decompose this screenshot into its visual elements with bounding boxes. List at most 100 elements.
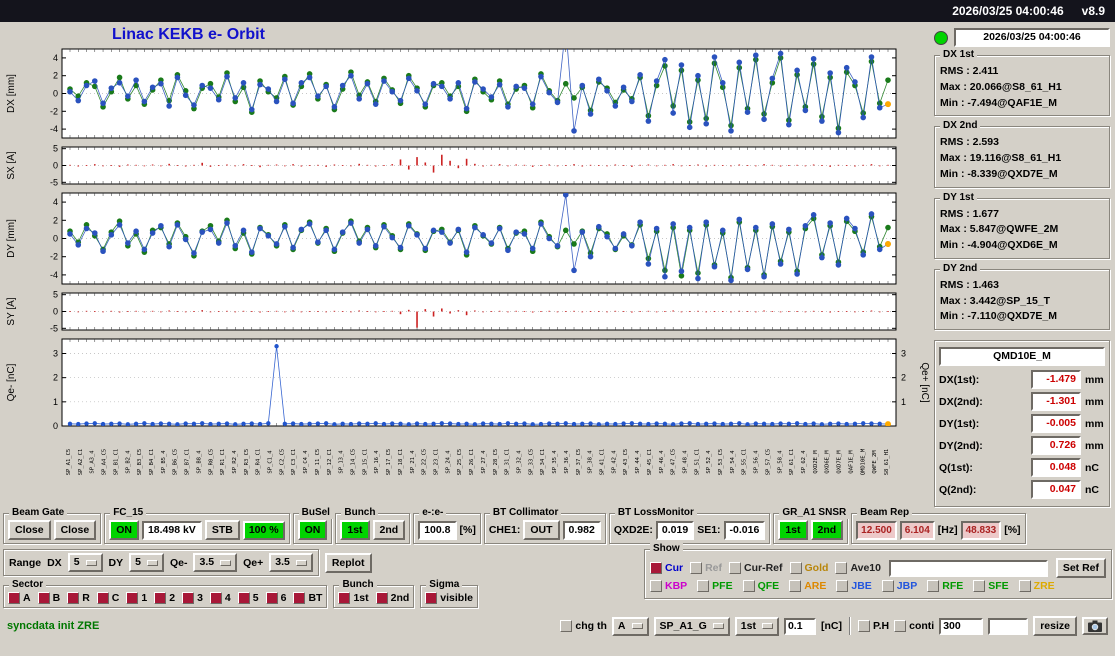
svg-text:SP_51_C1: SP_51_C1 xyxy=(694,449,700,476)
checkbox[interactable] xyxy=(210,592,222,604)
ph-checkbox[interactable]: P.H xyxy=(858,620,889,632)
range-dx-select[interactable]: 5 xyxy=(68,553,103,572)
set-ref-button[interactable]: Set Ref xyxy=(1056,558,1106,578)
show-jbe-checkbox[interactable]: JBE xyxy=(836,580,871,592)
threshold-input[interactable] xyxy=(784,618,816,635)
sector-5-checkbox[interactable]: 5 xyxy=(238,592,259,604)
show-qfe-checkbox[interactable]: QFE xyxy=(743,580,780,592)
panel-title: DX 1st xyxy=(940,49,977,61)
panel-title: DY 2nd xyxy=(940,263,980,275)
count-input[interactable] xyxy=(939,618,983,635)
show-are-checkbox[interactable]: ARE xyxy=(789,580,826,592)
show-zre-checkbox[interactable]: ZRE xyxy=(1019,580,1055,592)
checkbox-label: Cur-Ref xyxy=(744,562,783,574)
fc15-on-button[interactable]: ON xyxy=(109,520,139,540)
checkbox[interactable] xyxy=(293,592,305,604)
bunch-select[interactable]: 1st xyxy=(735,617,779,636)
checkbox[interactable] xyxy=(238,592,250,604)
sector-a-checkbox[interactable]: A xyxy=(8,592,31,604)
checkbox[interactable] xyxy=(38,592,50,604)
checkbox[interactable] xyxy=(376,592,388,604)
checkbox[interactable] xyxy=(697,580,709,592)
checkbox[interactable] xyxy=(858,620,870,632)
checkbox[interactable] xyxy=(790,562,802,574)
checkbox[interactable] xyxy=(8,592,20,604)
checkbox[interactable] xyxy=(266,592,278,604)
sector-4-checkbox[interactable]: 4 xyxy=(210,592,231,604)
checkbox[interactable] xyxy=(835,562,847,574)
mode-select[interactable]: A xyxy=(612,617,649,636)
show-kbp-checkbox[interactable]: KBP xyxy=(650,580,687,592)
checkbox[interactable] xyxy=(729,562,741,574)
range-qem-select[interactable]: 3.5 xyxy=(193,553,237,572)
busel-on-button[interactable]: ON xyxy=(298,520,328,540)
sigma-visible-checkbox[interactable]: visible xyxy=(425,592,473,604)
bunch-filter-label: Bunch xyxy=(339,579,376,591)
bunch-2nd-button[interactable]: 2nd xyxy=(373,520,406,540)
resize-button[interactable]: resize xyxy=(1033,616,1077,636)
checkbox[interactable] xyxy=(425,592,437,604)
show-ref-checkbox[interactable]: Ref xyxy=(690,562,722,574)
checkbox[interactable] xyxy=(560,620,572,632)
show-ave10-checkbox[interactable]: Ave10 xyxy=(835,562,881,574)
bunch-2nd-checkbox[interactable]: 2nd xyxy=(376,592,410,604)
checkbox-label: Cur xyxy=(665,562,683,574)
show-rfe-checkbox[interactable]: RFE xyxy=(927,580,963,592)
range-dy-select[interactable]: 5 xyxy=(129,553,164,572)
aux-input[interactable] xyxy=(988,618,1028,635)
checkbox[interactable] xyxy=(126,592,138,604)
checkbox[interactable] xyxy=(789,580,801,592)
checkbox[interactable] xyxy=(97,592,109,604)
checkbox[interactable] xyxy=(650,580,662,592)
range-qep-select[interactable]: 3.5 xyxy=(269,553,313,572)
svg-text:SP_B5_4: SP_B5_4 xyxy=(161,450,167,474)
sector-6-checkbox[interactable]: 6 xyxy=(266,592,287,604)
titlebar: 2026/03/25 04:00:46 v8.9 xyxy=(0,0,1115,22)
sector-b-checkbox[interactable]: B xyxy=(38,592,61,604)
svg-text:SP_21_4: SP_21_4 xyxy=(410,450,416,474)
checkbox[interactable] xyxy=(927,580,939,592)
ref-name-input[interactable] xyxy=(889,560,1048,577)
sector-2-checkbox[interactable]: 2 xyxy=(154,592,175,604)
bunch-1st-checkbox[interactable]: 1st xyxy=(338,592,368,604)
conti-checkbox[interactable]: conti xyxy=(894,620,934,632)
sector-bt-checkbox[interactable]: BT xyxy=(293,592,322,604)
chg-th-checkbox[interactable]: chg th xyxy=(560,620,607,632)
checkbox[interactable] xyxy=(894,620,906,632)
sector-3-checkbox[interactable]: 3 xyxy=(182,592,203,604)
show-cur-ref-checkbox[interactable]: Cur-Ref xyxy=(729,562,783,574)
checkbox[interactable] xyxy=(154,592,166,604)
checkbox[interactable] xyxy=(690,562,702,574)
beam-gate-close-1-button[interactable]: Close xyxy=(8,520,51,540)
checkbox[interactable] xyxy=(743,580,755,592)
beam-gate-close-2-button[interactable]: Close xyxy=(54,520,97,540)
monitor-select[interactable]: SP_A1_G xyxy=(654,617,730,636)
checkbox[interactable] xyxy=(338,592,350,604)
bunch-1st-button[interactable]: 1st xyxy=(340,520,369,540)
show-pfe-checkbox[interactable]: PFE xyxy=(697,580,732,592)
qxd2e-label: QXD2E: xyxy=(614,524,653,536)
checkbox[interactable] xyxy=(67,592,79,604)
gr-a1-2nd-button[interactable]: 2nd xyxy=(811,520,844,540)
show-jbp-checkbox[interactable]: JBP xyxy=(882,580,917,592)
svg-text:SP_41_C1: SP_41_C1 xyxy=(599,449,605,476)
checkbox[interactable] xyxy=(650,562,662,574)
sector-c-checkbox[interactable]: C xyxy=(97,592,120,604)
checkbox[interactable] xyxy=(973,580,985,592)
che1-out-button[interactable]: OUT xyxy=(523,520,559,540)
show-sfe-checkbox[interactable]: SFE xyxy=(973,580,1008,592)
sector-r-checkbox[interactable]: R xyxy=(67,592,90,604)
checkbox[interactable] xyxy=(1019,580,1031,592)
sector-1-checkbox[interactable]: 1 xyxy=(126,592,147,604)
checkbox[interactable] xyxy=(182,592,194,604)
screenshot-button[interactable] xyxy=(1082,617,1108,635)
fc15-stb-button[interactable]: STB xyxy=(205,520,240,540)
show-cur-checkbox[interactable]: Cur xyxy=(650,562,683,574)
show-gold-checkbox[interactable]: Gold xyxy=(790,562,829,574)
gr-a1-1st-button[interactable]: 1st xyxy=(778,520,807,540)
rms-value: RMS : 2.411 xyxy=(940,64,1104,80)
checkbox[interactable] xyxy=(836,580,848,592)
checkbox[interactable] xyxy=(882,580,894,592)
sector-group: Sector ABRC123456BT xyxy=(3,585,327,608)
replot-button[interactable]: Replot xyxy=(325,553,372,573)
